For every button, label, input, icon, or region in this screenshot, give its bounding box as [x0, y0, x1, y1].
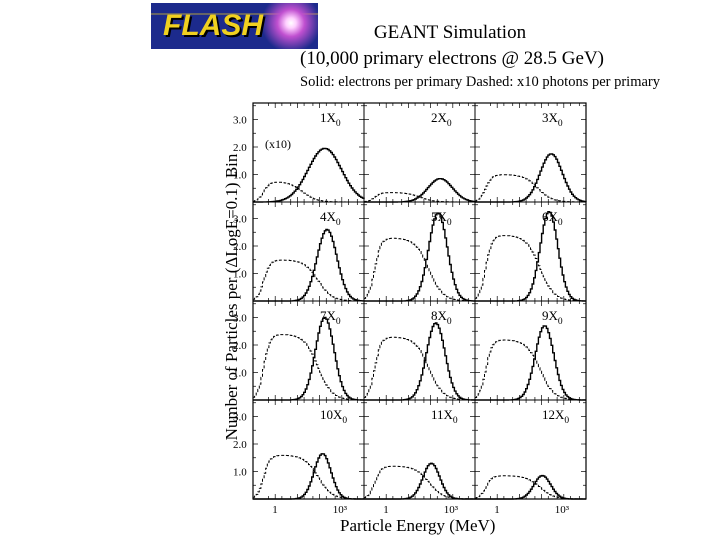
electron-series: [364, 462, 475, 500]
y-tick-label: 2.0: [233, 439, 247, 451]
panel-frame: [474, 399, 587, 500]
y-tick-label: 3.0: [233, 313, 247, 325]
photon-series: [475, 235, 586, 302]
electron-series: [475, 211, 586, 302]
x-tick-label: 1: [494, 504, 500, 516]
x10-annotation: (x10): [265, 137, 291, 151]
electron-series: [253, 147, 365, 203]
chart-legend: Solid: electrons per primary Dashed: x10…: [300, 74, 661, 90]
y-tick-label: 3.0: [233, 115, 247, 127]
panel-label: 1X0: [320, 110, 341, 129]
logo-text: FLASH: [163, 9, 263, 42]
chart-subtitle: (10,000 primary electrons @ 28.5 GeV): [300, 48, 604, 69]
electron-series: [475, 325, 586, 401]
panel-label: 11X0: [431, 407, 458, 426]
panel-frame: [474, 102, 587, 203]
x-tick-label: 10³: [444, 504, 459, 516]
panel-frame: [474, 300, 587, 401]
x-tick-label: 1: [383, 504, 389, 516]
panel-frame: [474, 201, 587, 302]
y-tick-label: 1.0: [233, 467, 247, 479]
y-tick-label: 3.0: [233, 412, 247, 424]
x-tick-label: 10³: [333, 504, 348, 516]
electron-series: [475, 153, 587, 203]
panel-label: 2X0: [431, 110, 452, 129]
panel-frame: [252, 399, 365, 500]
panel-label: 8X0: [431, 308, 452, 327]
panel-label: 4X0: [320, 209, 341, 228]
y-tick-label: 3.0: [233, 214, 247, 226]
photon-series: [253, 181, 364, 203]
x-axis-label: Particle Energy (MeV): [340, 516, 496, 535]
x-tick-label: 1: [272, 504, 278, 516]
photon-series: [253, 334, 364, 401]
y-tick-label: 2.0: [233, 340, 247, 352]
photon-series: [253, 259, 365, 302]
panel-frame: [363, 102, 476, 203]
photon-series: [364, 237, 475, 302]
y-tick-label: 2.0: [233, 241, 247, 253]
logo-stripe: [151, 13, 318, 15]
photon-series: [364, 465, 475, 500]
y-tick-label: 1.0: [233, 368, 247, 380]
electron-series: [253, 453, 364, 500]
y-tick-label: 1.0: [233, 170, 247, 182]
chart-title: GEANT Simulation: [373, 22, 527, 43]
photon-series: [253, 454, 364, 500]
panel-label: 9X0: [542, 308, 563, 327]
logo-spiral-glow: [261, 3, 318, 49]
panel-label: 12X0: [542, 407, 569, 426]
photon-series: [364, 336, 475, 401]
flash-logo: FLASH: [151, 3, 318, 49]
electron-series: [253, 316, 364, 401]
photon-series: [475, 174, 586, 203]
y-tick-label: 1.0: [233, 269, 247, 281]
panel-label: 7X0: [320, 308, 341, 327]
photon-series: [475, 339, 586, 401]
x-tick-label: 10³: [555, 504, 570, 516]
electron-series: [364, 322, 475, 401]
electron-series: [364, 178, 476, 203]
photon-series: [475, 475, 586, 500]
panel-label: 3X0: [542, 110, 563, 129]
panel-label: 10X0: [320, 407, 347, 426]
panel-frame: [252, 102, 365, 203]
electron-series: [364, 212, 475, 302]
y-tick-label: 2.0: [233, 142, 247, 154]
electron-series: [475, 474, 586, 500]
